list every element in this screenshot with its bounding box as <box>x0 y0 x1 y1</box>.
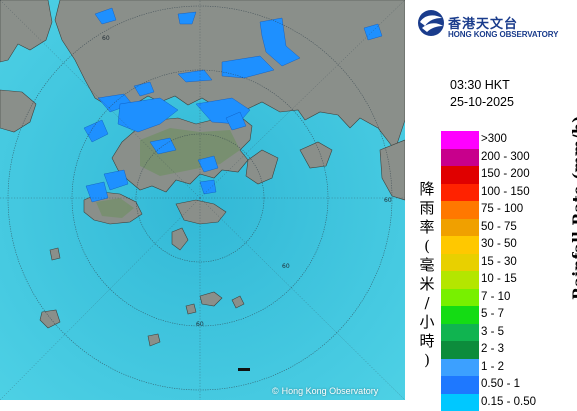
info-panel: 香港天文台 HONG KONG OBSERVATORY 03:30 HKT 25… <box>405 0 577 400</box>
legend-range-label: 2 - 3 <box>481 343 504 355</box>
south-isle-3 <box>186 304 196 314</box>
legend-swatch <box>441 394 479 411</box>
legend-swatch <box>441 376 479 394</box>
legend-swatch <box>441 359 479 377</box>
radar-map: 60 60 60 60 ©Hong Kong Observatory <box>0 0 405 400</box>
radar-map-svg: 60 60 60 60 <box>0 0 405 400</box>
legend-swatch <box>441 289 479 307</box>
ring-label-south: 60 <box>196 321 204 328</box>
legend-label-zh-char: 毫 <box>418 256 436 275</box>
black-mark <box>238 368 250 371</box>
timestamp-date: 25-10-2025 <box>450 95 514 109</box>
legend-range-label: 15 - 30 <box>481 256 517 268</box>
legend-label-en: Rainfall Rate (mm/h) <box>569 116 577 300</box>
legend-range-label: 150 - 200 <box>481 168 530 180</box>
legend-range-label: 75 - 100 <box>481 203 523 215</box>
legend-label-zh-char: 小 <box>418 313 436 332</box>
legend-swatch <box>441 131 479 149</box>
west-isle <box>50 248 60 260</box>
legend-range-label: 0.15 - 0.50 <box>481 396 536 408</box>
legend-range-label: >300 <box>481 133 507 145</box>
legend-swatch <box>441 184 479 202</box>
hko-logo-icon <box>417 8 447 38</box>
copyright-text: Hong Kong Observatory <box>282 386 379 396</box>
legend-range-label: 5 - 7 <box>481 308 504 320</box>
legend-label-zh-char: 米 <box>418 275 436 294</box>
legend-label-zh-char: 雨 <box>418 199 436 218</box>
legend-swatch <box>441 219 479 237</box>
legend-range-label: 200 - 300 <box>481 151 530 163</box>
legend-swatch <box>441 254 479 272</box>
legend-swatch <box>441 341 479 359</box>
org-name-en: HONG KONG OBSERVATORY <box>448 30 558 39</box>
legend-swatch <box>441 201 479 219</box>
ring-label-north: 60 <box>102 35 110 42</box>
copyright-symbol: © <box>272 386 279 396</box>
legend-swatch <box>441 149 479 167</box>
legend-swatch <box>441 306 479 324</box>
legend-range-label: 30 - 50 <box>481 238 517 250</box>
legend-label-zh-char: 降 <box>418 180 436 199</box>
legend-range-label: 3 - 5 <box>481 326 504 338</box>
legend-label-zh-char: 率 <box>418 218 436 237</box>
legend-label-zh-char: / <box>418 294 436 313</box>
timestamp-time: 03:30 HKT <box>450 78 510 92</box>
legend-label-zh-char: ) <box>418 351 436 370</box>
legend-swatch <box>441 236 479 254</box>
legend-label-zh: 降雨率(毫米/小時) <box>418 180 436 370</box>
legend-range-label: 50 - 75 <box>481 221 517 233</box>
copyright-notice: ©Hong Kong Observatory <box>272 386 378 396</box>
legend-range-label: 7 - 10 <box>481 291 510 303</box>
legend-range-label: 1 - 2 <box>481 361 504 373</box>
hko-logo: 香港天文台 HONG KONG OBSERVATORY <box>417 6 577 36</box>
legend-range-label: 100 - 150 <box>481 186 530 198</box>
legend-range-label: 10 - 15 <box>481 273 517 285</box>
legend-swatch <box>441 324 479 342</box>
ring-label-southeast: 60 <box>282 263 290 270</box>
legend-label-zh-char: 時 <box>418 332 436 351</box>
legend-label-zh-char: ( <box>418 237 436 256</box>
legend-swatch <box>441 166 479 184</box>
legend-range-label: 0.50 - 1 <box>481 378 520 390</box>
legend-swatch <box>441 271 479 289</box>
ring-label-east: 60 <box>384 197 392 204</box>
